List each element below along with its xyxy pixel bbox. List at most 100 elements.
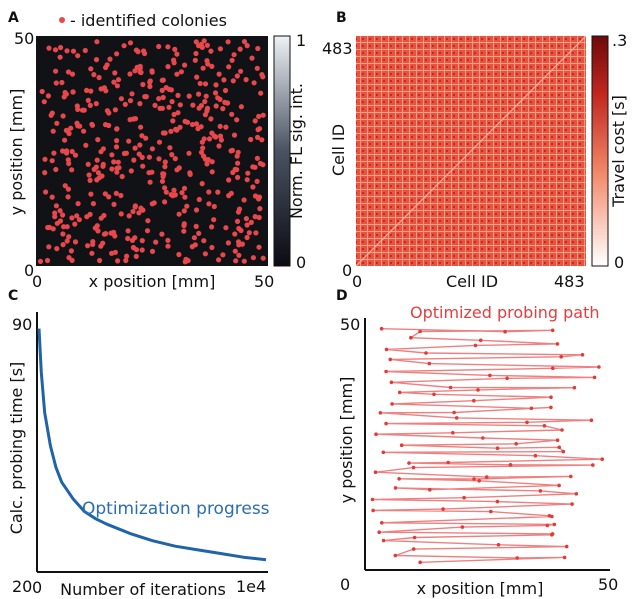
probe-point <box>550 514 554 519</box>
colony-point <box>256 214 262 221</box>
colony-point <box>113 190 119 196</box>
colony-point <box>238 68 244 74</box>
colony-point <box>202 81 209 87</box>
colony-point <box>171 187 177 193</box>
colony-point <box>53 68 59 74</box>
colony-point <box>103 231 109 237</box>
colony-point <box>86 172 92 178</box>
probe-point <box>542 424 547 428</box>
colony-point <box>209 63 215 69</box>
probe-point <box>555 438 560 443</box>
probe-point <box>570 502 574 506</box>
colony-point <box>156 43 162 50</box>
colony-point <box>241 39 248 45</box>
probe-point <box>551 366 555 371</box>
colony-point <box>89 250 95 256</box>
colony-point <box>182 62 188 68</box>
colony-point <box>231 132 238 138</box>
colony-point <box>212 90 219 96</box>
colony-point <box>131 157 137 163</box>
probe-point <box>503 329 507 334</box>
colony-point <box>156 96 162 102</box>
colony-point <box>153 239 159 245</box>
colony-point <box>223 124 229 130</box>
probe-point <box>495 499 500 504</box>
colony-point <box>66 234 72 240</box>
colony-point <box>234 218 241 224</box>
colony-point <box>91 166 97 172</box>
probe-point <box>428 487 432 492</box>
colony-point <box>228 190 234 196</box>
panel-c-ylabel: Calc. probing time [s] <box>7 362 26 535</box>
probe-point <box>462 495 466 500</box>
colony-point <box>194 74 200 80</box>
colony-point <box>172 46 178 53</box>
colony-point <box>252 118 258 124</box>
colony-point <box>137 101 143 107</box>
probe-point <box>409 335 413 340</box>
colony-point <box>64 128 71 134</box>
colony-point <box>115 77 122 83</box>
colony-point <box>235 209 242 215</box>
colony-point <box>256 244 262 250</box>
colony-point <box>112 107 118 113</box>
colony-point <box>159 87 165 93</box>
probe-point <box>412 535 417 540</box>
probe-point <box>600 457 604 462</box>
probe-point <box>448 385 453 390</box>
probe-point <box>550 533 554 537</box>
colony-point <box>198 149 205 155</box>
colony-points <box>37 38 266 265</box>
colony-point <box>181 223 187 229</box>
panel-c-ytick-bottom: 20 <box>12 577 32 596</box>
colony-point <box>132 145 138 151</box>
colony-point <box>236 252 242 258</box>
colony-point <box>57 218 64 224</box>
colony-point <box>235 149 241 155</box>
colony-point <box>226 64 232 70</box>
colony-point <box>58 44 64 51</box>
panel-c-xlabel: Number of iterations <box>60 580 226 599</box>
colony-point <box>216 71 222 77</box>
colony-point <box>175 92 181 98</box>
colony-point <box>206 189 212 195</box>
colony-point <box>99 173 105 179</box>
colony-point <box>128 168 134 174</box>
probe-point <box>515 556 519 560</box>
probe-point <box>591 463 595 467</box>
panel-a-ytick-top: 50 <box>14 29 34 48</box>
colony-point <box>201 38 207 44</box>
probe-point <box>407 461 411 465</box>
panel-a-ylabel: y position [mm] <box>7 89 26 216</box>
colony-point <box>156 156 162 162</box>
colony-point <box>119 173 125 180</box>
panel-a-xlabel: x position [mm] <box>89 272 216 291</box>
colony-point <box>98 149 104 155</box>
panel-a-xtick-left: 0 <box>32 272 42 291</box>
colony-point <box>46 45 52 51</box>
colony-point <box>217 96 223 102</box>
probe-point <box>371 508 375 513</box>
colony-legend-marker <box>59 17 65 23</box>
colony-point <box>52 210 58 216</box>
panel-d-letter: D <box>336 288 348 304</box>
colony-point <box>230 78 236 84</box>
colony-point <box>156 139 163 145</box>
colony-point <box>74 213 80 219</box>
panel-c-letter: C <box>8 288 18 304</box>
probe-point <box>399 443 404 448</box>
colony-point <box>225 39 231 45</box>
probe-point <box>549 395 553 400</box>
probe-point <box>380 521 384 525</box>
colony-point <box>42 170 48 176</box>
colony-point <box>187 171 193 177</box>
colony-point <box>234 167 240 173</box>
colony-point <box>233 258 239 264</box>
colony-point <box>127 98 134 104</box>
probe-point <box>370 497 375 502</box>
probe-point <box>488 373 492 378</box>
colony-point <box>60 113 66 119</box>
panel-a-colorbar-top: 1 <box>296 31 306 50</box>
colony-point <box>174 51 180 57</box>
